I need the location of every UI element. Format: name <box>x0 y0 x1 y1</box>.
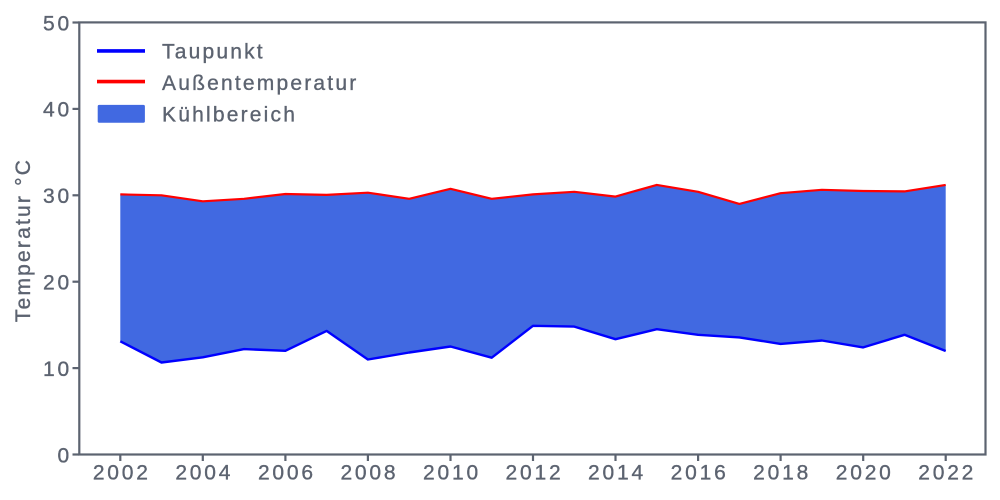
svg-text:30: 30 <box>43 185 72 208</box>
svg-text:40: 40 <box>43 99 72 122</box>
svg-text:10: 10 <box>43 358 72 381</box>
svg-text:0: 0 <box>58 444 72 467</box>
svg-text:Temperatur °C: Temperatur °C <box>12 158 35 322</box>
svg-text:2008: 2008 <box>340 462 398 485</box>
svg-text:50: 50 <box>43 12 72 35</box>
svg-text:2018: 2018 <box>753 462 811 485</box>
svg-text:2010: 2010 <box>423 462 481 485</box>
svg-text:2014: 2014 <box>588 462 646 485</box>
svg-text:2006: 2006 <box>258 462 316 485</box>
svg-text:2022: 2022 <box>918 462 976 485</box>
svg-text:2016: 2016 <box>671 462 729 485</box>
svg-text:Kühlbereich: Kühlbereich <box>162 104 297 127</box>
svg-text:20: 20 <box>43 272 72 295</box>
svg-text:2002: 2002 <box>93 462 151 485</box>
svg-text:Taupunkt: Taupunkt <box>162 40 265 63</box>
svg-text:Außentemperatur: Außentemperatur <box>162 72 358 95</box>
svg-text:2020: 2020 <box>836 462 894 485</box>
svg-text:2004: 2004 <box>175 462 233 485</box>
svg-text:2012: 2012 <box>506 462 564 485</box>
